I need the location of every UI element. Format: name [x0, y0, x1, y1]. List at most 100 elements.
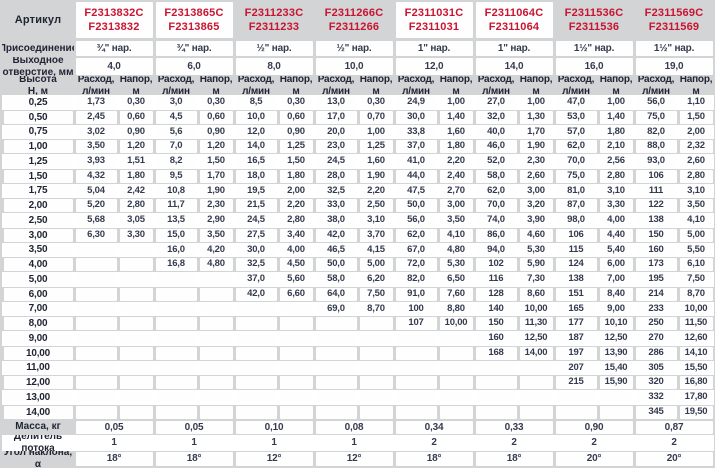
height-cell: 2,00 [3, 199, 73, 212]
flow-value-cell: 106 [555, 228, 597, 242]
head-value-cell: 2,42 [119, 184, 153, 198]
flow-value-cell [315, 317, 357, 330]
divider-cell: 1 [111, 437, 117, 448]
head-value-cell: 7,50 [359, 287, 393, 301]
flow-value-cell: 2,45 [75, 110, 117, 124]
mass-cell: 0,10 [235, 420, 313, 434]
head-value-cell [199, 405, 233, 419]
head-value-cell: 3,05 [119, 214, 153, 227]
data-row: 0,75 3,02 0,90 5,6 0,90 12,0 0,90 20,0 1,00 33,8 1… [2, 124, 714, 140]
mass-cell: 0,34 [395, 420, 473, 434]
head-value-cell: 3,00 [439, 199, 473, 212]
flow-value-cell: 20,0 [315, 125, 357, 139]
height-cell: 1,25 [3, 155, 73, 168]
head-value-cell: 2,00 [279, 184, 313, 198]
head-value-cell: 0,90 [119, 125, 153, 139]
flow-value-cell: 6,30 [75, 228, 117, 242]
head-value-cell: 1,50 [679, 110, 713, 124]
mass-cell: 0,33 [475, 420, 553, 434]
flow-value-cell: 58,0 [315, 273, 357, 286]
head-value-cell: 1,40 [439, 110, 473, 124]
flow-value-cell: 27,5 [235, 228, 277, 242]
height-cell: 7,00 [3, 302, 73, 316]
flow-value-cell: 27,0 [475, 96, 517, 109]
flow-value-cell: 53,0 [555, 110, 597, 124]
head-value-cell: 1,50 [279, 155, 313, 168]
connection-cell: ½" нар. [235, 41, 313, 56]
flow-value-cell: 46,5 [315, 243, 357, 257]
head-value-cell [199, 273, 233, 286]
angle-cell: 20° [635, 451, 713, 466]
head-value-cell: 11,30 [519, 317, 553, 330]
flow-value-cell [235, 405, 277, 419]
head-value-cell [199, 376, 233, 389]
head-value-cell: 8,70 [679, 287, 713, 301]
flow-value-cell: 24,5 [235, 214, 277, 227]
data-row: 6,00 42,0 6,60 64,0 7,50 91,0 7,60 128 8,60 151 8,… [2, 286, 714, 302]
head-value-cell: 2,60 [519, 169, 553, 183]
head-value-cell [119, 332, 153, 345]
head-value-cell: 0,30 [359, 96, 393, 109]
flow-value-cell: 13,5 [155, 214, 197, 227]
head-value-cell: 2,40 [439, 169, 473, 183]
head-value-cell [199, 302, 233, 316]
connection-cell: 1" нар. [395, 41, 473, 56]
data-row: 9,00 160 12,50 187 12,50 270 12,60 [2, 331, 714, 346]
flow-value-cell: 93,0 [635, 155, 677, 168]
flow-value-cell: 30,0 [235, 243, 277, 257]
flow-value-cell: 4,5 [155, 110, 197, 124]
head-value-cell [119, 302, 153, 316]
flow-value-cell [395, 361, 437, 375]
data-row: 0,50 2,45 0,60 4,5 0,60 10,0 0,60 17,0 0,70 30,0 1… [2, 109, 714, 125]
head-value-cell: 0,60 [199, 110, 233, 124]
flow-value-cell: 56,0 [635, 96, 677, 109]
head-value-cell: 2,00 [679, 125, 713, 139]
head-value-cell: 1,25 [279, 140, 313, 153]
head-value-cell: 1,20 [119, 140, 153, 153]
height-cell: 1,50 [3, 169, 73, 183]
head-value-cell: 2,20 [439, 155, 473, 168]
flow-value-cell: 32,5 [235, 258, 277, 271]
flow-value-cell: 62,0 [555, 140, 597, 153]
head-value-cell [119, 405, 153, 419]
flow-value-cell [155, 346, 197, 360]
height-cell: 12,00 [3, 376, 73, 389]
flow-value-cell: 70,0 [555, 155, 597, 168]
data-row: 1,25 3,93 1,51 8,2 1,50 16,5 1,50 24,5 1,60 41,0 2… [2, 154, 714, 169]
flow-value-cell: 24,5 [315, 155, 357, 168]
head-value-cell: 3,10 [359, 214, 393, 227]
flow-value-cell: 187 [555, 332, 597, 345]
connection-cell: 1½" нар. [635, 41, 713, 56]
head-value-cell: 5,30 [519, 243, 553, 257]
data-rows: 0,25 1,73 0,30 3,0 0,30 8,5 0,30 13,0 0,30 24,9 1,… [2, 95, 715, 420]
flow-value-cell: 140 [475, 302, 517, 316]
flow-value-cell [75, 376, 117, 389]
height-row-label: Высота Н, м [19, 76, 57, 95]
outlet-cell: 19,0 [635, 58, 713, 75]
head-value-cell [359, 405, 393, 419]
outlet-cell: 12,0 [395, 58, 473, 75]
head-value-cell: 4,10 [679, 214, 713, 227]
flow-divider-row-label: Делитель потока [13, 434, 63, 451]
flow-value-cell: 116 [475, 273, 517, 286]
head-value-cell: 15,90 [599, 376, 633, 389]
divider-cell: 2 [671, 437, 677, 448]
mass-cell: 0,05 [155, 420, 233, 434]
head-header-cell: Напор, м [679, 76, 713, 95]
article-cell: F2311064C F2311064 [475, 2, 553, 38]
height-cell: 3,00 [3, 228, 73, 242]
flow-value-cell: 14,0 [235, 140, 277, 153]
flow-value-cell: 37,0 [235, 273, 277, 286]
height-cell: 10,00 [3, 346, 73, 360]
flow-value-cell [75, 258, 117, 271]
head-header-cell: Напор, м [519, 76, 553, 95]
head-value-cell: 0,30 [199, 96, 233, 109]
flow-value-cell: 197 [555, 346, 597, 360]
flow-value-cell: 32,0 [475, 110, 517, 124]
head-value-cell: 5,60 [279, 273, 313, 286]
angle-cell: 12° [315, 451, 393, 466]
head-value-cell: 15,50 [679, 361, 713, 375]
head-value-cell: 3,10 [599, 184, 633, 198]
flow-value-cell: 5,04 [75, 184, 117, 198]
head-value-cell: 1,00 [359, 125, 393, 139]
